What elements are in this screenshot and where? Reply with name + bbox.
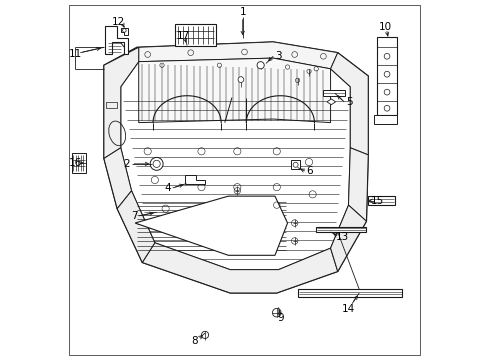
Polygon shape (121, 58, 349, 270)
Text: 5: 5 (345, 97, 352, 107)
Polygon shape (104, 148, 131, 209)
Polygon shape (323, 90, 344, 96)
Text: 2: 2 (122, 159, 129, 169)
Text: 8: 8 (191, 336, 197, 346)
Circle shape (238, 77, 244, 82)
Polygon shape (298, 289, 402, 297)
Polygon shape (326, 99, 335, 105)
Text: 7: 7 (130, 211, 137, 221)
Text: 1: 1 (239, 7, 245, 17)
Polygon shape (135, 196, 287, 255)
Bar (376, 37, 396, 116)
Polygon shape (139, 58, 330, 123)
Bar (106, 102, 117, 108)
Polygon shape (142, 243, 337, 293)
Polygon shape (330, 53, 367, 155)
Text: 15: 15 (370, 196, 383, 206)
Text: 13: 13 (335, 232, 348, 242)
Polygon shape (290, 160, 300, 169)
Text: 9: 9 (277, 313, 283, 323)
Text: 16: 16 (68, 158, 81, 168)
Circle shape (150, 157, 163, 170)
Polygon shape (104, 42, 367, 293)
Polygon shape (139, 42, 337, 69)
Text: 12: 12 (111, 17, 124, 27)
Text: 17: 17 (177, 31, 190, 41)
Polygon shape (121, 28, 128, 35)
Circle shape (201, 331, 208, 338)
Text: 11: 11 (68, 49, 81, 59)
Bar (174, 24, 215, 45)
Text: 4: 4 (164, 183, 170, 193)
Bar (373, 116, 396, 125)
Polygon shape (367, 196, 394, 205)
Polygon shape (117, 191, 155, 262)
Polygon shape (104, 47, 139, 158)
Bar (72, 153, 86, 173)
Polygon shape (348, 148, 367, 221)
Polygon shape (105, 26, 128, 54)
Polygon shape (185, 175, 204, 184)
Text: 6: 6 (306, 166, 312, 176)
Text: 3: 3 (275, 51, 281, 61)
Circle shape (272, 309, 281, 317)
Circle shape (257, 62, 264, 69)
Text: 10: 10 (378, 22, 391, 32)
Polygon shape (330, 205, 366, 271)
Polygon shape (316, 226, 366, 232)
Text: 14: 14 (341, 304, 354, 314)
